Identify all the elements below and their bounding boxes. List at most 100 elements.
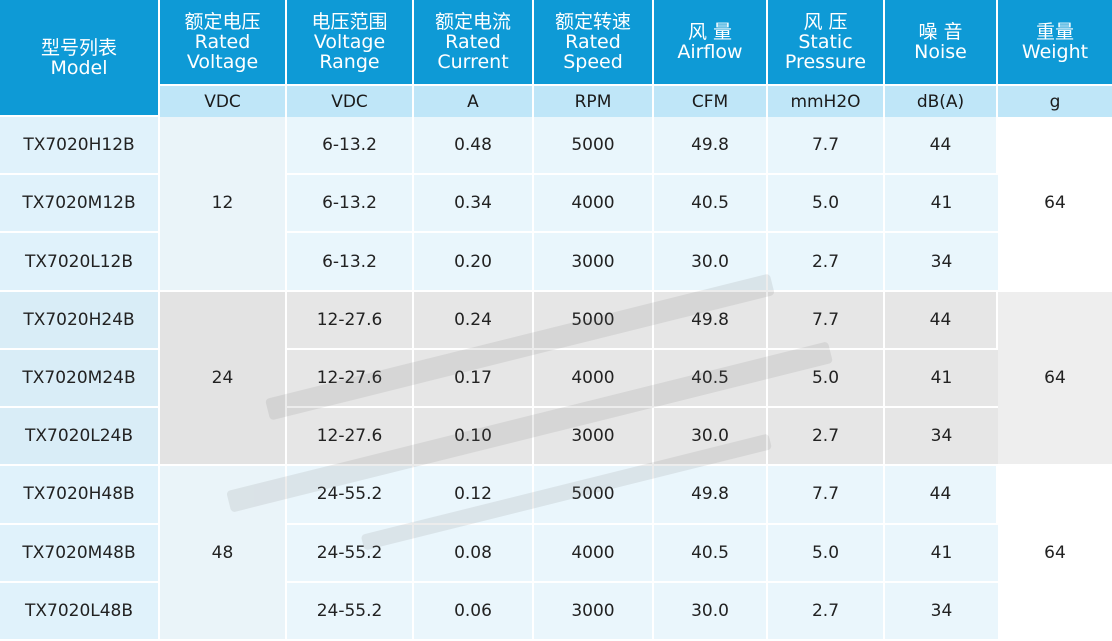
noise-cell: 34 xyxy=(885,408,998,467)
voltage-range-cell: 24-55.2 xyxy=(287,524,414,583)
rated-voltage-cell: 12 xyxy=(160,117,287,292)
current-cell: 0.06 xyxy=(414,582,534,641)
airflow-cell: 49.8 xyxy=(654,466,768,525)
voltage-range-cell: 6-13.2 xyxy=(287,117,414,176)
voltage-range-cell: 12-27.6 xyxy=(287,291,414,350)
pressure-cell: 5.0 xyxy=(768,349,885,409)
col-header-cn: 风 量 xyxy=(687,21,733,43)
table-row: TX7020M12B 6-13.2 0.34 4000 40.5 5.0 41 xyxy=(0,175,1112,234)
unit-weight: g xyxy=(998,86,1112,117)
model-cell: TX7020H24B xyxy=(0,291,160,350)
col-header-cn: 额定电流 xyxy=(434,11,511,33)
col-header-airflow: 风 量 Airflow xyxy=(654,0,768,86)
col-header-cn: 风 压 xyxy=(803,11,848,33)
col-header-en: Rated Current xyxy=(437,31,509,73)
airflow-cell: 40.5 xyxy=(654,524,768,583)
unit-static-pressure: mmH2O xyxy=(768,86,885,117)
col-header-rated-current: 额定电流 Rated Current xyxy=(414,0,534,86)
pressure-cell: 2.7 xyxy=(768,233,885,292)
rated-voltage-cell: 48 xyxy=(160,466,287,641)
pressure-cell: 7.7 xyxy=(768,466,885,525)
current-cell: 0.24 xyxy=(414,291,534,350)
speed-cell: 4000 xyxy=(534,175,654,234)
voltage-range-cell: 12-27.6 xyxy=(287,408,414,467)
pressure-cell: 2.7 xyxy=(768,582,885,641)
col-header-voltage-range: 电压范围 Voltage Range xyxy=(287,0,414,86)
col-header-en: Model xyxy=(50,56,108,79)
noise-cell: 34 xyxy=(885,233,998,292)
airflow-cell: 49.8 xyxy=(654,117,768,176)
airflow-cell: 30.0 xyxy=(654,233,768,292)
col-header-noise: 噪 音 Noise xyxy=(885,0,998,86)
col-header-weight: 重量 Weight xyxy=(998,0,1112,86)
table-row: TX7020H24B 24 12-27.6 0.24 5000 49.8 7.7… xyxy=(0,291,1112,467)
noise-cell: 34 xyxy=(885,582,998,641)
voltage-range-cell: 24-55.2 xyxy=(287,466,414,525)
rated-voltage-cell: 24 xyxy=(160,291,287,467)
table-row: TX7020L12B 6-13.2 0.20 3000 30.0 2.7 34 xyxy=(0,233,1112,292)
voltage-range-cell: 6-13.2 xyxy=(287,175,414,234)
table-row: TX7020H12B 12 6-13.2 0.48 5000 49.8 7.7 … xyxy=(0,117,1112,292)
col-header-model: 型号列表 Model xyxy=(0,0,160,117)
header-row: 型号列表 Model 额定电压 Rated Voltage 电压范围 Voltag… xyxy=(0,0,1112,117)
speed-cell: 5000 xyxy=(534,117,654,176)
table-row: TX7020L24B 12-27.6 0.10 3000 30.0 2.7 34 xyxy=(0,408,1112,467)
model-cell: TX7020L48B xyxy=(0,582,160,641)
current-cell: 0.08 xyxy=(414,524,534,583)
speed-cell: 3000 xyxy=(534,233,654,292)
col-header-cn: 型号列表 xyxy=(40,36,117,59)
pressure-cell: 2.7 xyxy=(768,408,885,467)
unit-rated-current: A xyxy=(414,86,534,117)
col-header-en: Weight xyxy=(1021,41,1089,63)
model-cell: TX7020M24B xyxy=(0,349,160,409)
unit-rated-speed: RPM xyxy=(534,86,654,117)
col-header-en: Noise xyxy=(914,41,967,63)
speed-cell: 4000 xyxy=(534,349,654,409)
current-cell: 0.20 xyxy=(414,233,534,292)
current-cell: 0.10 xyxy=(414,408,534,467)
noise-cell: 44 xyxy=(885,117,998,176)
col-header-cn: 额定电压 xyxy=(184,11,261,33)
airflow-cell: 49.8 xyxy=(654,291,768,350)
voltage-range-cell: 12-27.6 xyxy=(287,349,414,409)
airflow-cell: 40.5 xyxy=(654,175,768,234)
weight-cell: 64 xyxy=(998,466,1112,641)
col-header-en: Airflow xyxy=(677,41,743,63)
noise-cell: 41 xyxy=(885,349,998,409)
col-header-cn: 电压范围 xyxy=(311,11,388,33)
table-row: TX7020M48B 24-55.2 0.08 4000 40.5 5.0 41 xyxy=(0,524,1112,583)
current-cell: 0.17 xyxy=(414,349,534,409)
current-cell: 0.48 xyxy=(414,117,534,176)
speed-cell: 4000 xyxy=(534,524,654,583)
model-cell: TX7020L12B xyxy=(0,233,160,292)
speed-cell: 5000 xyxy=(534,291,654,350)
unit-airflow: CFM xyxy=(654,86,768,117)
unit-voltage-range: VDC xyxy=(287,86,414,117)
noise-cell: 44 xyxy=(885,466,998,525)
weight-cell: 64 xyxy=(998,117,1112,292)
col-header-cn: 噪 音 xyxy=(918,21,963,43)
speed-cell: 3000 xyxy=(534,408,654,467)
col-header-rated-voltage: 额定电压 Rated Voltage xyxy=(160,0,287,86)
col-header-en: Rated Speed xyxy=(563,31,623,73)
model-cell: TX7020L24B xyxy=(0,408,160,467)
col-header-rated-speed: 额定转速 Rated Speed xyxy=(534,0,654,86)
airflow-cell: 30.0 xyxy=(654,582,768,641)
voltage-range-cell: 6-13.2 xyxy=(287,233,414,292)
pressure-cell: 7.7 xyxy=(768,291,885,350)
model-cell: TX7020H48B xyxy=(0,466,160,525)
col-header-en: Rated Voltage xyxy=(186,31,259,73)
weight-cell: 64 xyxy=(998,291,1112,467)
current-cell: 0.34 xyxy=(414,175,534,234)
col-header-static-pressure: 风 压 Static Pressure xyxy=(768,0,885,86)
voltage-range-cell: 24-55.2 xyxy=(287,582,414,641)
model-cell: TX7020M12B xyxy=(0,175,160,234)
col-header-en: Static Pressure xyxy=(784,31,867,73)
unit-row: VDC VDC A RPM CFM mmH2O dB(A) g xyxy=(0,86,1112,117)
noise-cell: 41 xyxy=(885,175,998,234)
pressure-cell: 5.0 xyxy=(768,175,885,234)
col-header-cn: 额定转速 xyxy=(554,11,631,33)
current-cell: 0.12 xyxy=(414,466,534,525)
